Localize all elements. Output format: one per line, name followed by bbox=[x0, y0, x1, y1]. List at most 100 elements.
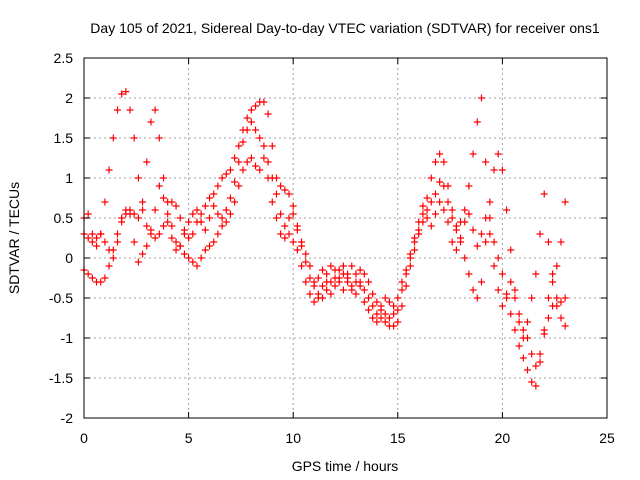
data-point bbox=[477, 94, 485, 102]
data-point bbox=[289, 202, 297, 210]
data-point bbox=[134, 258, 142, 266]
data-point bbox=[122, 206, 130, 214]
data-point bbox=[553, 262, 561, 270]
data-point bbox=[469, 226, 477, 234]
data-point bbox=[151, 106, 159, 114]
data-point bbox=[369, 314, 377, 322]
data-point bbox=[318, 282, 326, 290]
data-point bbox=[452, 246, 460, 254]
data-point bbox=[339, 262, 347, 270]
data-point bbox=[88, 274, 96, 282]
data-point bbox=[461, 206, 469, 214]
data-point bbox=[390, 322, 398, 330]
data-point bbox=[180, 230, 188, 238]
data-point bbox=[335, 266, 343, 274]
data-point bbox=[490, 166, 498, 174]
data-point bbox=[289, 210, 297, 218]
data-point bbox=[473, 294, 481, 302]
data-point bbox=[477, 230, 485, 238]
data-point bbox=[431, 190, 439, 198]
data-point bbox=[482, 214, 490, 222]
data-point bbox=[356, 266, 364, 274]
data-point bbox=[105, 262, 113, 270]
data-point bbox=[561, 198, 569, 206]
data-point bbox=[206, 214, 214, 222]
y-tick-label: 1 bbox=[65, 170, 73, 186]
y-tick-label: 2.5 bbox=[54, 50, 74, 66]
data-point bbox=[84, 234, 92, 242]
data-point bbox=[448, 238, 456, 246]
data-point bbox=[126, 210, 134, 218]
data-point bbox=[252, 126, 260, 134]
data-point bbox=[536, 230, 544, 238]
data-point bbox=[461, 254, 469, 262]
data-point bbox=[511, 326, 519, 334]
data-point bbox=[486, 198, 494, 206]
data-point bbox=[289, 238, 297, 246]
data-point bbox=[143, 158, 151, 166]
data-point bbox=[549, 278, 557, 286]
data-point bbox=[344, 274, 352, 282]
data-point bbox=[281, 186, 289, 194]
data-point bbox=[419, 210, 427, 218]
data-point bbox=[226, 210, 234, 218]
data-point bbox=[252, 102, 260, 110]
data-point bbox=[457, 234, 465, 242]
data-point bbox=[122, 88, 130, 96]
data-point bbox=[448, 206, 456, 214]
data-point bbox=[553, 302, 561, 310]
data-point bbox=[176, 214, 184, 222]
data-point bbox=[214, 210, 222, 218]
data-point bbox=[185, 254, 193, 262]
data-point bbox=[243, 158, 251, 166]
data-point bbox=[477, 278, 485, 286]
data-point bbox=[118, 214, 126, 222]
data-point bbox=[427, 174, 435, 182]
data-point bbox=[206, 194, 214, 202]
data-point bbox=[461, 218, 469, 226]
data-point bbox=[113, 230, 121, 238]
data-point bbox=[394, 318, 402, 326]
data-point bbox=[356, 282, 364, 290]
data-point bbox=[339, 270, 347, 278]
data-point bbox=[306, 274, 314, 282]
data-point bbox=[444, 182, 452, 190]
data-point bbox=[377, 314, 385, 322]
data-point bbox=[272, 214, 280, 222]
data-point bbox=[226, 194, 234, 202]
data-point bbox=[155, 134, 163, 142]
data-point bbox=[318, 266, 326, 274]
data-point bbox=[252, 162, 260, 170]
data-point bbox=[97, 278, 105, 286]
data-point bbox=[532, 382, 540, 390]
data-point bbox=[172, 238, 180, 246]
data-point bbox=[298, 242, 306, 250]
data-point bbox=[373, 310, 381, 318]
data-point bbox=[197, 254, 205, 262]
data-point bbox=[511, 286, 519, 294]
data-point bbox=[352, 290, 360, 298]
y-tick-label: -1 bbox=[61, 330, 74, 346]
data-point bbox=[176, 242, 184, 250]
data-point bbox=[218, 174, 226, 182]
series-track-a bbox=[80, 88, 569, 370]
data-point bbox=[314, 274, 322, 282]
data-point bbox=[540, 326, 548, 334]
data-point bbox=[139, 250, 147, 258]
data-point bbox=[235, 142, 243, 150]
data-point bbox=[88, 230, 96, 238]
y-tick-label: 1.5 bbox=[54, 130, 74, 146]
data-point bbox=[373, 318, 381, 326]
data-point bbox=[544, 238, 552, 246]
data-point bbox=[277, 230, 285, 238]
data-point bbox=[503, 294, 511, 302]
data-point bbox=[139, 198, 147, 206]
data-point bbox=[544, 314, 552, 322]
data-point bbox=[256, 166, 264, 174]
data-point bbox=[431, 210, 439, 218]
data-point bbox=[427, 198, 435, 206]
data-point bbox=[536, 358, 544, 366]
data-point bbox=[365, 294, 373, 302]
data-point bbox=[105, 246, 113, 254]
data-point bbox=[348, 286, 356, 294]
